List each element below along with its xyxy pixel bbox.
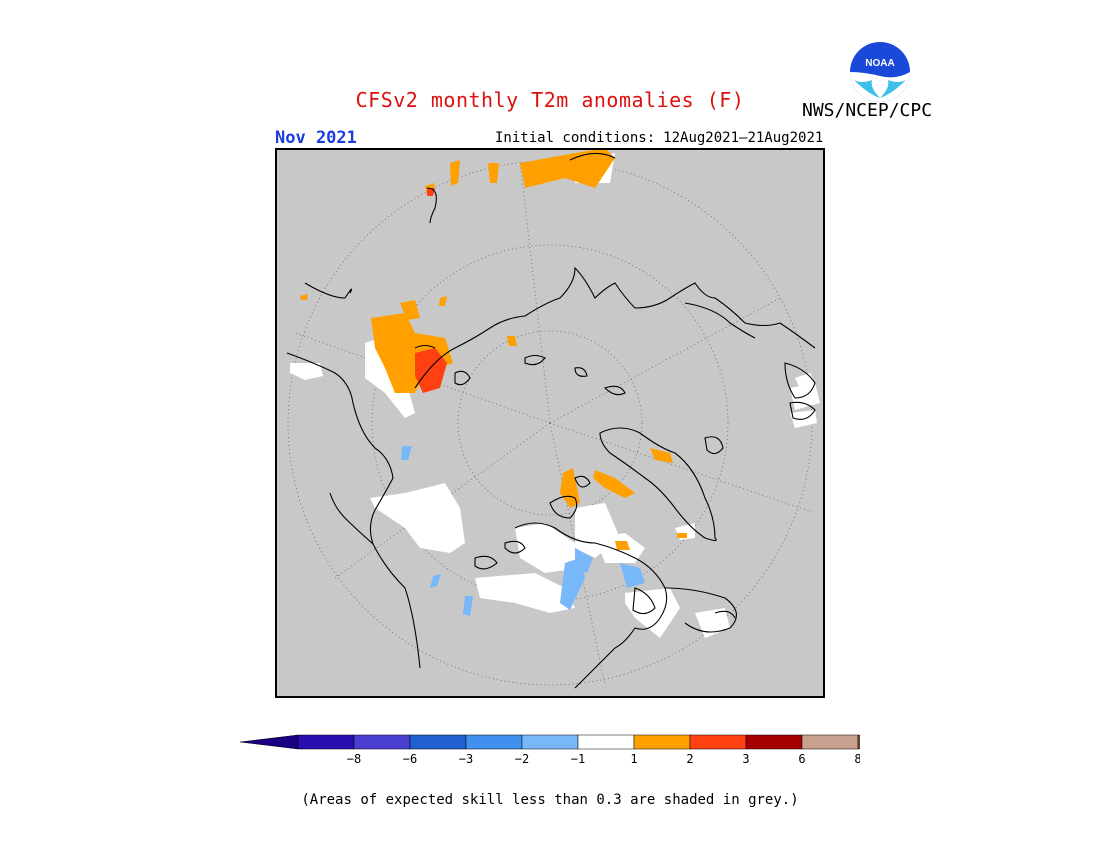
map-frame: [275, 148, 825, 698]
colorbar: −8 −6 −3 −2 −1 1 2 3 6 8: [240, 734, 860, 766]
chart-title: CFSv2 monthly T2m anomalies (F): [355, 88, 745, 112]
colorbar-tick-label: −2: [515, 752, 529, 766]
colorbar-tick-label: 8: [854, 752, 860, 766]
colorbar-tick-label: −3: [459, 752, 473, 766]
colorbar-extend-low: [240, 734, 299, 750]
colorbar-bin-1: [353, 734, 411, 750]
initial-conditions: Initial conditions: 12Aug2021–21Aug2021: [495, 130, 823, 146]
colorbar-bin-7: [689, 734, 747, 750]
colorbar-tick-label: 6: [798, 752, 805, 766]
colorbar-bin-3: [465, 734, 523, 750]
colorbar-tick-label: −6: [403, 752, 417, 766]
colorbar-bin-5: [577, 734, 635, 750]
colorbar-tick-label: 2: [686, 752, 693, 766]
colorbar-bin-6: [633, 734, 691, 750]
colorbar-tick-label: 1: [630, 752, 637, 766]
agency-label: NWS/NCEP/CPC: [802, 100, 933, 121]
forecast-month: Nov 2021: [275, 128, 357, 148]
coastlines: [286, 152, 816, 689]
colorbar-bin-9: [801, 734, 859, 750]
colorbar-bin-0: [297, 734, 355, 750]
colorbar-extend-high: [857, 734, 860, 750]
polar-map: [275, 148, 825, 698]
colorbar-tick-label: −8: [347, 752, 361, 766]
colorbar-bin-4: [521, 734, 579, 750]
colorbar-tick-label: 3: [742, 752, 749, 766]
colorbar-bin-8: [745, 734, 803, 750]
anomaly-cool: [401, 446, 645, 616]
initial-conditions-label: Initial conditions:: [495, 130, 656, 146]
noaa-logo: NOAA: [850, 42, 910, 102]
initial-conditions-range: 12Aug2021–21Aug2021: [663, 130, 824, 146]
colorbar-bin-2: [409, 734, 467, 750]
logo-text: NOAA: [865, 58, 894, 69]
skill-footnote: (Areas of expected skill less than 0.3 a…: [301, 792, 799, 808]
colorbar-tick-label: −1: [571, 752, 585, 766]
